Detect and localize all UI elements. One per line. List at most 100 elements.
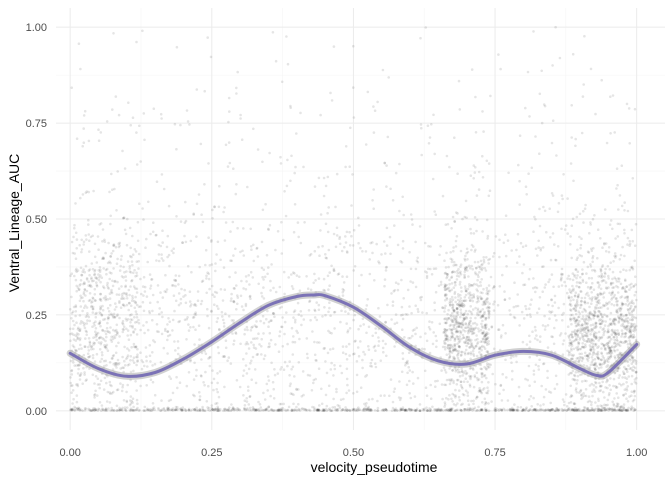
scatter-point [448,327,452,331]
scatter-point [170,284,174,287]
scatter-point [409,213,413,216]
scatter-point [118,300,121,303]
scatter-point [460,304,464,308]
scatter-point [118,241,122,245]
scatter-point [85,378,88,382]
scatter-point [607,407,611,411]
scatter-point [444,321,448,325]
scatter-point [106,349,110,353]
scatter-point [364,404,368,408]
scatter-point [617,331,620,335]
scatter-point [232,339,236,343]
scatter-point [548,278,551,281]
scatter-point [214,408,217,412]
scatter-point [300,407,304,411]
scatter-point [464,299,468,302]
scatter-point [583,326,587,330]
scatter-point [112,390,115,394]
scatter-point [218,370,222,373]
scatter-point [609,349,612,353]
scatter-point [74,348,77,352]
scatter-point [555,407,558,410]
scatter-point [414,409,418,412]
scatter-point [230,259,233,263]
scatter-point [626,209,630,213]
scatter-point [255,337,259,340]
scatter-point [394,408,397,412]
scatter-point [613,407,616,411]
scatter-point [122,366,125,370]
scatter-point [357,216,360,220]
scatter-point [256,352,260,356]
scatter-point [575,330,579,334]
scatter-point [269,394,272,398]
scatter-point [457,358,461,362]
scatter-point [88,409,92,412]
scatter-point [609,311,613,315]
scatter-point [268,342,271,345]
scatter-point [277,350,281,354]
scatter-point [292,402,295,406]
scatter-point [572,287,575,291]
scatter-point [568,303,572,307]
scatter-point [480,353,483,357]
scatter-point [104,332,108,336]
scatter-point [481,331,484,335]
scatter-point [445,293,448,297]
scatter-point [631,356,634,360]
scatter-point [135,320,139,324]
scatter-point [571,369,575,373]
scatter-point [460,302,464,305]
scatter-point [446,273,449,276]
scatter-point [340,309,343,313]
scatter-point [457,275,461,278]
scatter-point [248,406,252,410]
scatter-point [101,407,104,411]
scatter-point [592,409,596,412]
scatter-point [501,273,504,277]
scatter-point [469,351,473,354]
scatter-point [91,356,95,360]
scatter-point [128,301,131,305]
scatter-point [459,249,463,253]
scatter-point [443,328,447,331]
scatter-point [463,408,467,411]
scatter-point [588,344,592,347]
scatter-point [475,395,479,399]
scatter-point [628,335,631,339]
scatter-point [99,342,103,346]
scatter-point [603,361,607,365]
scatter-point [314,291,318,294]
scatter-point [416,376,420,380]
scatter-point [428,409,432,413]
scatter-point [576,333,579,336]
scatter-point [624,327,628,330]
scatter-point [560,284,564,287]
scatter-point [549,401,552,405]
scatter-point [110,408,114,412]
scatter-point [353,265,357,268]
scatter-point [483,326,487,330]
scatter-point [262,278,265,281]
scatter-point [532,30,535,33]
scatter-point [594,344,597,347]
scatter-point [271,312,275,315]
scatter-point [356,407,359,411]
scatter-point [453,348,457,351]
scatter-point [352,392,355,395]
scatter-point [629,331,632,334]
scatter-point [516,409,519,413]
scatter-point [585,364,588,368]
scatter-point [110,392,114,395]
scatter-point [322,409,325,412]
scatter-point [248,295,252,299]
scatter-point [463,299,466,303]
scatter-point [357,224,361,227]
scatter-point [115,330,119,334]
scatter-point [561,409,565,412]
scatter-point [249,362,252,365]
scatter-point [538,152,541,155]
scatter-point [625,285,628,289]
scatter-point [612,286,616,289]
scatter-point [601,319,605,323]
